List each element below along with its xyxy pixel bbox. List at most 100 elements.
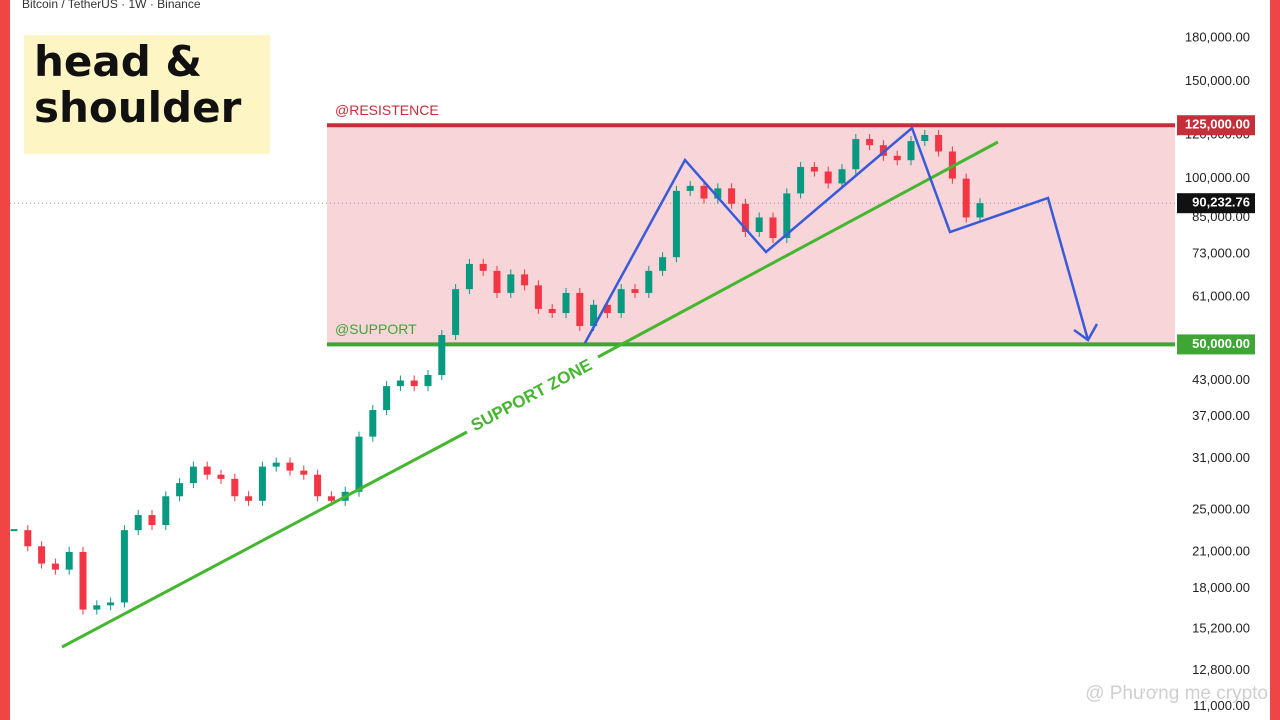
frame-right xyxy=(1270,0,1280,720)
candle xyxy=(245,496,253,501)
y-tick-label: 18,000.00 xyxy=(1192,580,1250,595)
candle xyxy=(493,270,501,293)
candle xyxy=(769,217,777,239)
candle xyxy=(479,263,487,271)
support-label: 50,000.00 xyxy=(1192,336,1250,351)
candle xyxy=(355,436,363,492)
y-tick-label: 73,000.00 xyxy=(1192,245,1250,260)
candle xyxy=(783,193,791,239)
watermark: @ Phương mẹ crypto xyxy=(1085,683,1268,704)
candle xyxy=(879,145,887,156)
candle xyxy=(659,257,667,271)
candle xyxy=(866,139,874,146)
y-tick-label: 37,000.00 xyxy=(1192,408,1250,423)
candle xyxy=(203,466,211,475)
candle xyxy=(810,166,818,172)
candle xyxy=(231,478,239,497)
candle xyxy=(465,263,473,290)
candle xyxy=(148,515,156,526)
candle xyxy=(134,515,142,531)
pattern-path xyxy=(583,125,1090,344)
candle xyxy=(521,274,529,286)
candle xyxy=(396,380,404,387)
y-tick-label: 25,000.00 xyxy=(1192,502,1250,517)
candle xyxy=(534,285,542,309)
candle xyxy=(962,178,970,218)
y-tick-label: 180,000.00 xyxy=(1185,29,1250,44)
support-box xyxy=(1177,334,1255,355)
candle xyxy=(286,462,294,471)
candle xyxy=(162,496,170,526)
candle xyxy=(755,217,763,232)
y-tick-label: 100,000.00 xyxy=(1185,170,1250,185)
candle xyxy=(24,530,32,547)
candle xyxy=(645,270,653,293)
y-tick-label: 150,000.00 xyxy=(1185,73,1250,88)
y-tick-label: 12,800.00 xyxy=(1192,662,1250,677)
y-tick-label: 61,000.00 xyxy=(1192,288,1250,303)
candle xyxy=(576,292,584,326)
candle xyxy=(672,190,680,258)
resistance-box xyxy=(1177,115,1255,136)
candle xyxy=(410,380,418,387)
candle xyxy=(79,551,87,610)
y-tick-label: 31,000.00 xyxy=(1192,450,1250,465)
candle xyxy=(452,289,460,336)
candle xyxy=(797,166,805,194)
candle xyxy=(93,605,101,610)
candle xyxy=(217,474,225,479)
frame-left xyxy=(0,0,10,720)
candle xyxy=(838,169,846,184)
candle xyxy=(741,203,749,232)
candle xyxy=(272,462,280,467)
candle xyxy=(728,188,736,204)
candle xyxy=(189,466,197,484)
candle xyxy=(107,602,115,606)
candle xyxy=(907,141,915,161)
candle xyxy=(507,274,515,293)
candle xyxy=(424,374,432,387)
candle xyxy=(327,496,335,501)
candle xyxy=(714,188,722,199)
candle xyxy=(562,292,570,314)
candle xyxy=(65,551,73,570)
candle xyxy=(38,546,46,564)
support-label: @SUPPORT xyxy=(335,321,417,337)
candle xyxy=(369,410,377,437)
arrow-head xyxy=(1073,323,1099,342)
candle xyxy=(824,171,832,184)
last-price-label: 90,232.76 xyxy=(1192,195,1250,210)
candle xyxy=(935,134,943,152)
candle xyxy=(617,289,625,314)
candle xyxy=(631,289,639,293)
candle xyxy=(976,203,984,218)
zone-label: SUPPORT ZONE xyxy=(468,355,595,435)
candle xyxy=(893,155,901,161)
candle xyxy=(258,466,266,501)
resistance-label: 125,000.00 xyxy=(1185,117,1250,132)
candle xyxy=(176,483,184,497)
candle xyxy=(51,563,59,570)
chart-title: Bitcoin / TetherUS · 1W · Binance xyxy=(22,0,201,11)
candle xyxy=(548,308,556,314)
candle xyxy=(603,304,611,314)
candle xyxy=(686,185,694,191)
candle xyxy=(383,386,391,411)
headline: head & shoulder xyxy=(24,35,270,154)
candle xyxy=(300,470,308,475)
last-price-box xyxy=(1177,193,1255,214)
candle xyxy=(10,529,18,532)
candle xyxy=(120,530,128,603)
candle xyxy=(590,304,598,326)
y-tick-label: 43,000.00 xyxy=(1192,372,1250,387)
candle xyxy=(700,185,708,199)
y-tick-label: 15,200.00 xyxy=(1192,621,1250,636)
candle xyxy=(852,139,860,170)
candle xyxy=(921,134,929,142)
candle xyxy=(438,335,446,375)
candle xyxy=(314,474,322,497)
resistance-label: @RESISTENCE xyxy=(335,102,439,118)
y-tick-label: 21,000.00 xyxy=(1192,543,1250,558)
